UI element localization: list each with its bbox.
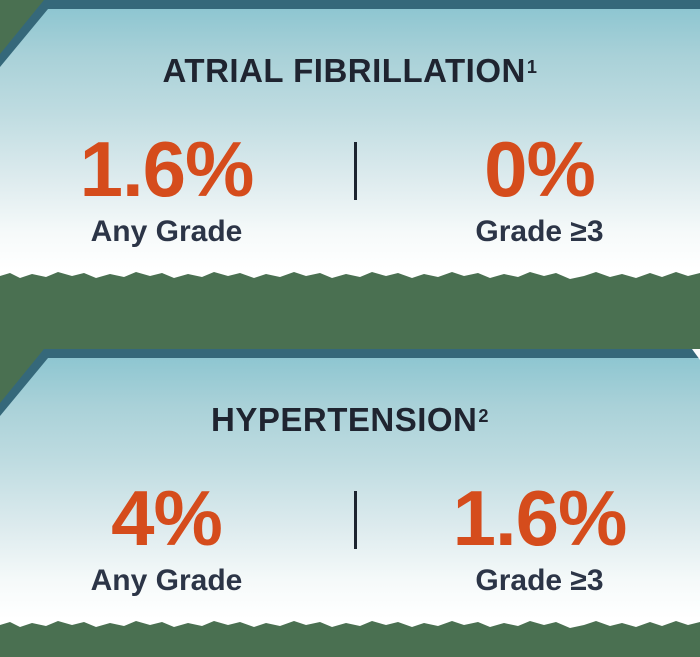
stat-any-grade: 1.6% Any Grade bbox=[0, 130, 333, 249]
footnote-marker: 1 bbox=[526, 56, 538, 77]
card-title: ATRIAL FIBRILLATION1 bbox=[0, 52, 700, 90]
stat-any-grade: 4% Any Grade bbox=[0, 479, 333, 598]
stat-label: Any Grade bbox=[90, 215, 243, 248]
stat-label: Grade ≥3 bbox=[475, 564, 604, 597]
card-content: HYPERTENSION2 4% Any Grade 1.6% Grade ≥3 bbox=[0, 349, 700, 619]
stat-grade-3plus: 1.6% Grade ≥3 bbox=[379, 479, 700, 598]
stat-value: 4% bbox=[111, 474, 223, 562]
footnote-marker: 2 bbox=[478, 405, 489, 426]
corner-fold-accent bbox=[692, 349, 700, 360]
stat-grade-3plus: 0% Grade ≥3 bbox=[379, 130, 700, 249]
stat-value: 1.6% bbox=[452, 474, 628, 562]
stat-label: Any Grade bbox=[90, 564, 243, 597]
card-gradient-background bbox=[0, 9, 700, 270]
torn-edge-decoration bbox=[0, 619, 700, 628]
hypertension-card: HYPERTENSION2 4% Any Grade 1.6% Grade ≥3 bbox=[0, 349, 700, 628]
atrial-fibrillation-card: ATRIAL FIBRILLATION1 1.6% Any Grade 0% G… bbox=[0, 0, 700, 279]
stat-value: 0% bbox=[484, 125, 596, 213]
stat-value: 1.6% bbox=[79, 125, 255, 213]
card-title-text: ATRIAL FIBRILLATION bbox=[162, 52, 526, 89]
stat-label: Grade ≥3 bbox=[475, 215, 604, 248]
stat-divider bbox=[354, 491, 357, 549]
card-content: ATRIAL FIBRILLATION1 1.6% Any Grade 0% G… bbox=[0, 0, 700, 270]
stat-divider bbox=[354, 142, 357, 200]
torn-edge-decoration bbox=[0, 270, 700, 279]
card-title: HYPERTENSION2 bbox=[0, 401, 700, 439]
stats-row: 1.6% Any Grade 0% Grade ≥3 bbox=[0, 130, 700, 265]
card-gradient-background bbox=[0, 358, 700, 619]
card-title-text: HYPERTENSION bbox=[211, 401, 478, 438]
stats-row: 4% Any Grade 1.6% Grade ≥3 bbox=[0, 479, 700, 614]
